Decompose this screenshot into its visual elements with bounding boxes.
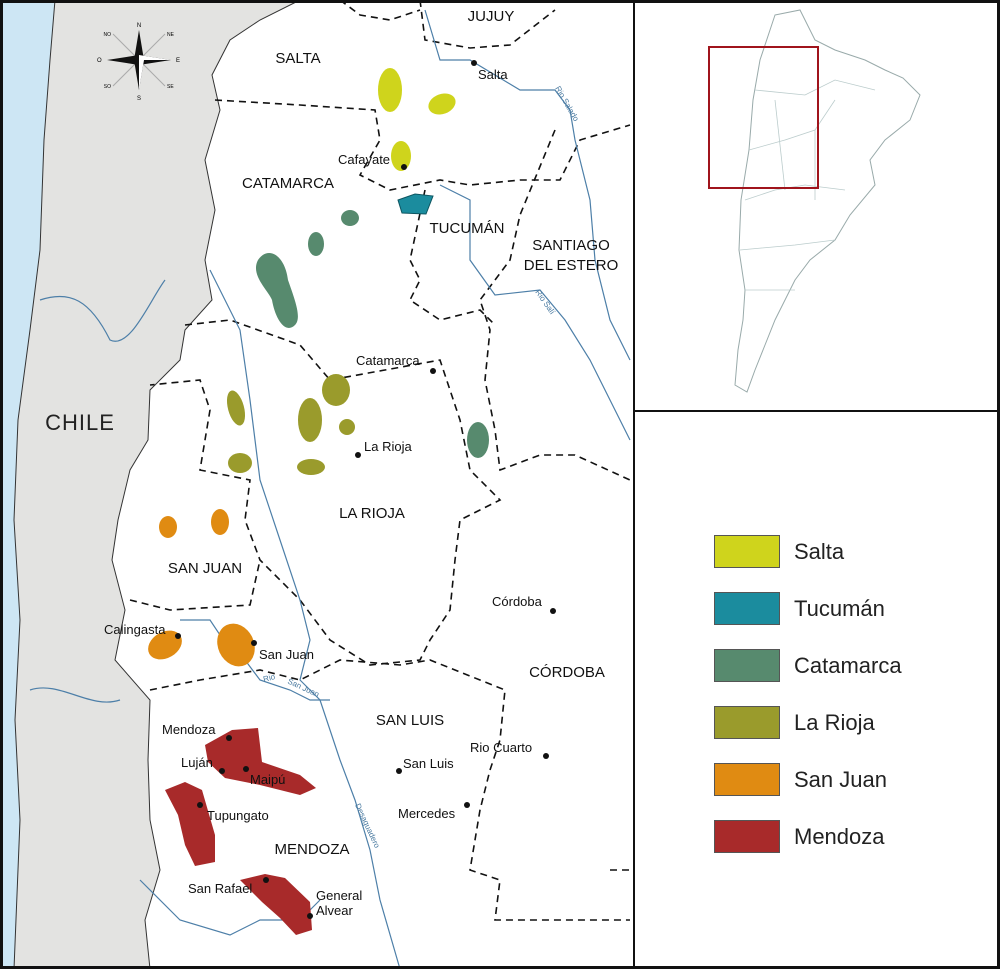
legend: Salta Tucumán Catamarca La Rioja San Jua… bbox=[633, 411, 1000, 969]
sea bbox=[0, 0, 55, 969]
province-san-luis: SAN LUIS bbox=[376, 712, 444, 729]
region-tucuman bbox=[397, 193, 434, 215]
legend-swatch bbox=[714, 592, 780, 625]
compass-rose-icon: N S E O NO NE SO SE bbox=[97, 23, 180, 102]
city-san-rafael: San Rafael bbox=[188, 881, 252, 896]
svg-text:NE: NE bbox=[167, 32, 175, 38]
svg-text:NO: NO bbox=[104, 32, 112, 38]
province-salta: SALTA bbox=[275, 50, 320, 67]
legend-swatch bbox=[714, 820, 780, 853]
legend-swatch bbox=[714, 763, 780, 796]
city-tupungato: Tupungato bbox=[207, 808, 269, 823]
province-cordoba: CÓRDOBA bbox=[529, 664, 605, 681]
city-maipu: Maipú bbox=[250, 772, 285, 787]
province-catamarca: CATAMARCA bbox=[242, 175, 334, 192]
city-rio-cuarto: Rio Cuarto bbox=[470, 740, 532, 755]
province-la-rioja: LA RIOJA bbox=[339, 505, 405, 522]
city-san-luis: San Luis bbox=[403, 756, 454, 771]
city-mendoza: Mendoza bbox=[162, 722, 216, 737]
city-cordoba: Córdoba bbox=[492, 594, 543, 609]
chile-territory bbox=[13, 0, 301, 970]
svg-text:SO: SO bbox=[104, 84, 111, 90]
province-santiago-2: DEL ESTERO bbox=[524, 257, 618, 274]
province-san-juan: SAN JUAN bbox=[168, 560, 242, 577]
city-lujan: Luján bbox=[181, 755, 213, 770]
legend-swatch bbox=[714, 706, 780, 739]
legend-item-san-juan: San Juan bbox=[714, 763, 887, 796]
svg-text:N: N bbox=[137, 23, 141, 29]
city-cafayate: Cafayate bbox=[338, 152, 390, 167]
inset-highlight-box bbox=[708, 46, 819, 189]
svg-text:E: E bbox=[176, 58, 180, 64]
province-jujuy: JUJUY bbox=[468, 8, 515, 25]
city-la-rioja: La Rioja bbox=[364, 439, 412, 454]
country-label: CHILE bbox=[45, 410, 115, 435]
regions-la-rioja bbox=[226, 374, 355, 475]
city-salta: Salta bbox=[478, 67, 508, 82]
province-santiago: SANTIAGO bbox=[532, 237, 610, 254]
river-san-juan-label: Rio bbox=[262, 672, 276, 684]
regions-mendoza bbox=[165, 728, 316, 935]
city-san-juan: San Juan bbox=[259, 647, 314, 662]
city-calingasta: Calingasta bbox=[104, 622, 166, 637]
wine-region-map: N S E O NO NE SO SE CHILE SALTA JUJUY CA… bbox=[0, 0, 631, 970]
locator-map bbox=[633, 0, 1000, 412]
regions-san-juan bbox=[148, 509, 255, 667]
regions-salta bbox=[378, 68, 456, 171]
legend-item-mendoza: Mendoza bbox=[714, 820, 885, 853]
city-general-alvear-2: Alvear bbox=[316, 903, 354, 918]
province-mendoza: MENDOZA bbox=[275, 841, 350, 858]
city-catamarca: Catamarca bbox=[356, 353, 420, 368]
legend-swatch bbox=[714, 649, 780, 682]
legend-item-salta: Salta bbox=[714, 535, 844, 568]
regions-catamarca bbox=[255, 210, 489, 458]
svg-text:O: O bbox=[97, 58, 102, 64]
legend-item-la-rioja: La Rioja bbox=[714, 706, 875, 739]
city-general-alvear: General bbox=[316, 888, 362, 903]
legend-item-catamarca: Catamarca bbox=[714, 649, 902, 682]
city-mercedes: Mercedes bbox=[398, 806, 456, 821]
city-dots bbox=[175, 60, 556, 919]
province-tucuman: TUCUMÁN bbox=[430, 220, 505, 237]
legend-swatch bbox=[714, 535, 780, 568]
legend-item-tucuman: Tucumán bbox=[714, 592, 885, 625]
svg-text:SE: SE bbox=[167, 84, 174, 90]
argentina-outline bbox=[734, 9, 921, 393]
svg-text:S: S bbox=[137, 96, 141, 102]
